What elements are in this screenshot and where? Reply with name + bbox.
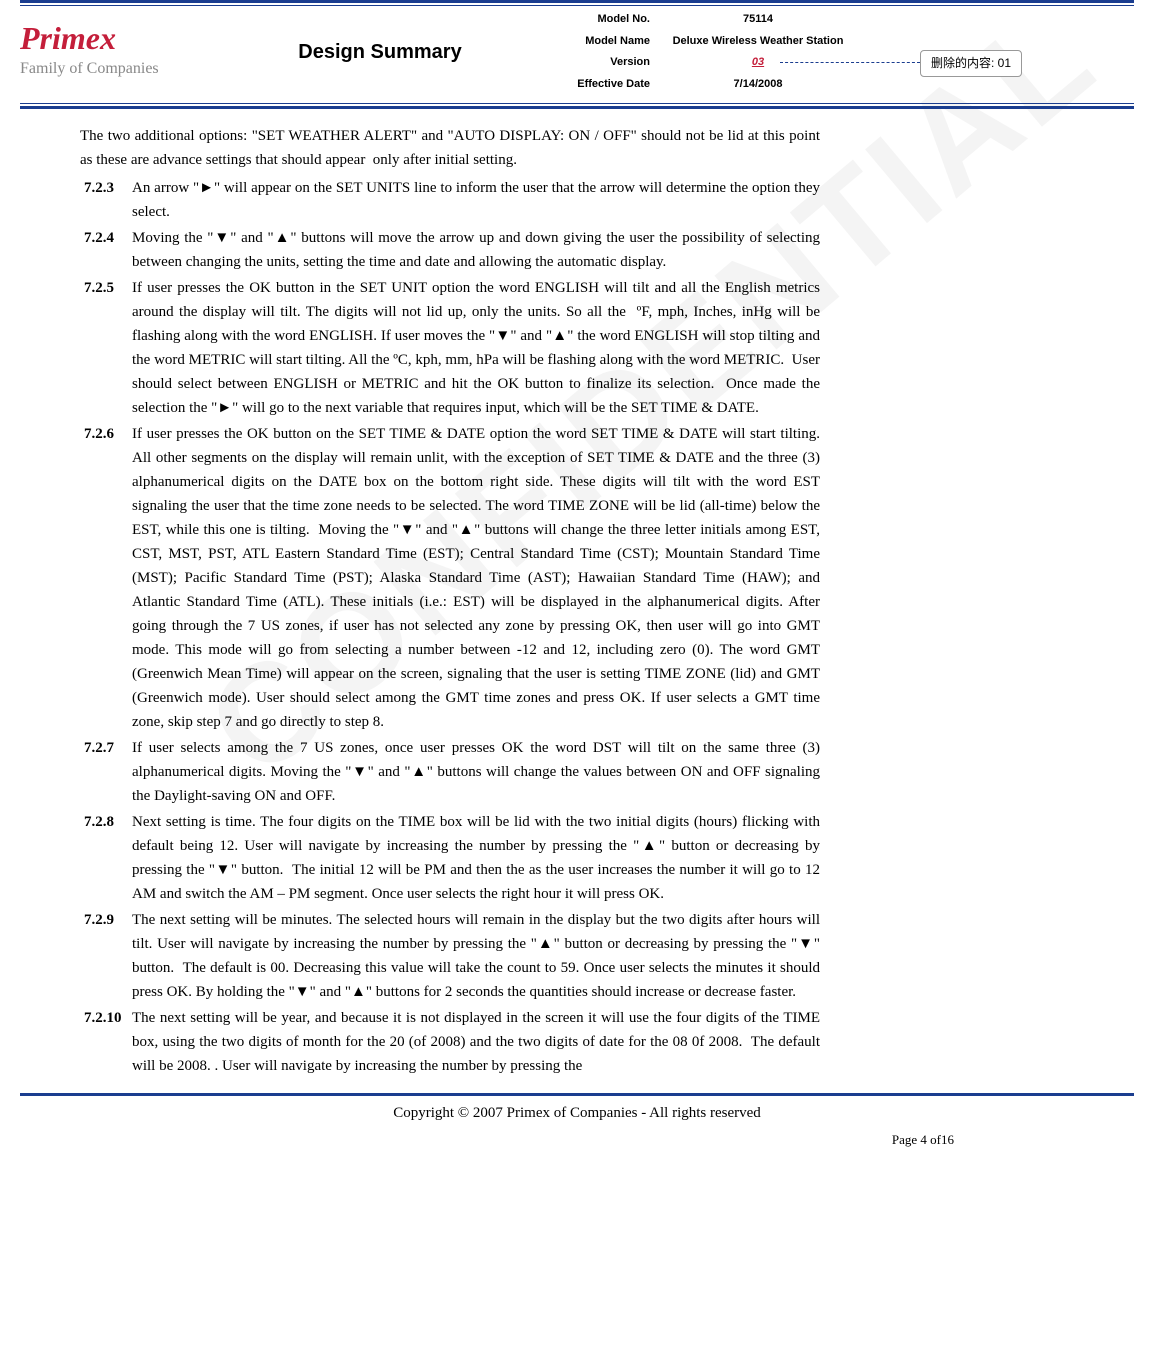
header-bottom-thick	[20, 106, 1134, 109]
item-text: The next setting will be year, and becau…	[132, 1006, 820, 1078]
footer-copyright: Copyright © 2007 Primex of Companies - A…	[127, 1101, 1027, 1125]
item-text: Moving the "▼" and "▲" buttons will move…	[132, 226, 820, 274]
item-text: The next setting will be minutes. The se…	[132, 908, 820, 1004]
list-item: 7.2.8 Next setting is time. The four dig…	[80, 810, 820, 906]
list-item: 7.2.10 The next setting will be year, an…	[80, 1006, 820, 1078]
item-number: 7.2.9	[80, 908, 132, 1004]
effective-date-value: 7/14/2008	[658, 76, 858, 94]
model-name-label: Model Name	[530, 33, 650, 51]
item-number: 7.2.6	[80, 422, 132, 734]
logo-main: Primex	[20, 22, 230, 54]
item-number: 7.2.4	[80, 226, 132, 274]
page-title: Design Summary	[298, 41, 461, 63]
item-text: If user selects among the 7 US zones, on…	[132, 736, 820, 808]
list-item: 7.2.4 Moving the "▼" and "▲" buttons wil…	[80, 226, 820, 274]
page-number: Page 4 of16	[0, 1130, 1154, 1151]
top-border-thick	[20, 0, 1134, 3]
model-name-value: Deluxe Wireless Weather Station	[658, 33, 858, 51]
model-no-value: 75114	[658, 11, 858, 29]
item-number: 7.2.7	[80, 736, 132, 808]
item-text: An arrow "►" will appear on the SET UNIT…	[132, 176, 820, 224]
item-number: 7.2.3	[80, 176, 132, 224]
annotation-connector	[780, 62, 920, 63]
list-item: 7.2.3 An arrow "►" will appear on the SE…	[80, 176, 820, 224]
logo-sub: Family of Companies	[20, 56, 230, 82]
effective-date-label: Effective Date	[530, 76, 650, 94]
list-item: 7.2.5 If user presses the OK button in t…	[80, 276, 820, 420]
list-item: 7.2.9 The next setting will be minutes. …	[80, 908, 820, 1004]
header-bottom-thin	[20, 103, 1134, 104]
intro-paragraph: The two additional options: "SET WEATHER…	[80, 124, 820, 172]
list-item: 7.2.6 If user presses the OK button on t…	[80, 422, 820, 734]
version-link: 03	[752, 56, 764, 68]
item-number: 7.2.10	[80, 1006, 132, 1078]
item-number: 7.2.5	[80, 276, 132, 420]
item-text: Next setting is time. The four digits on…	[132, 810, 820, 906]
list-item: 7.2.7 If user selects among the 7 US zon…	[80, 736, 820, 808]
title-cell: Design Summary	[240, 36, 520, 68]
version-label: Version	[530, 54, 650, 72]
deleted-content-annotation: 删除的内容: 01	[920, 50, 1022, 77]
logo-cell: Primex Family of Companies	[20, 22, 230, 82]
procedure-list: 7.2.3 An arrow "►" will appear on the SE…	[80, 176, 820, 1078]
model-no-label: Model No.	[530, 11, 650, 29]
item-text: If user presses the OK button in the SET…	[132, 276, 820, 420]
footer-border	[20, 1093, 1134, 1096]
item-number: 7.2.8	[80, 810, 132, 906]
meta-table: Model No. 75114 Model Name Deluxe Wirele…	[530, 11, 858, 93]
item-text: If user presses the OK button on the SET…	[132, 422, 820, 734]
main-content: The two additional options: "SET WEATHER…	[0, 124, 900, 1078]
